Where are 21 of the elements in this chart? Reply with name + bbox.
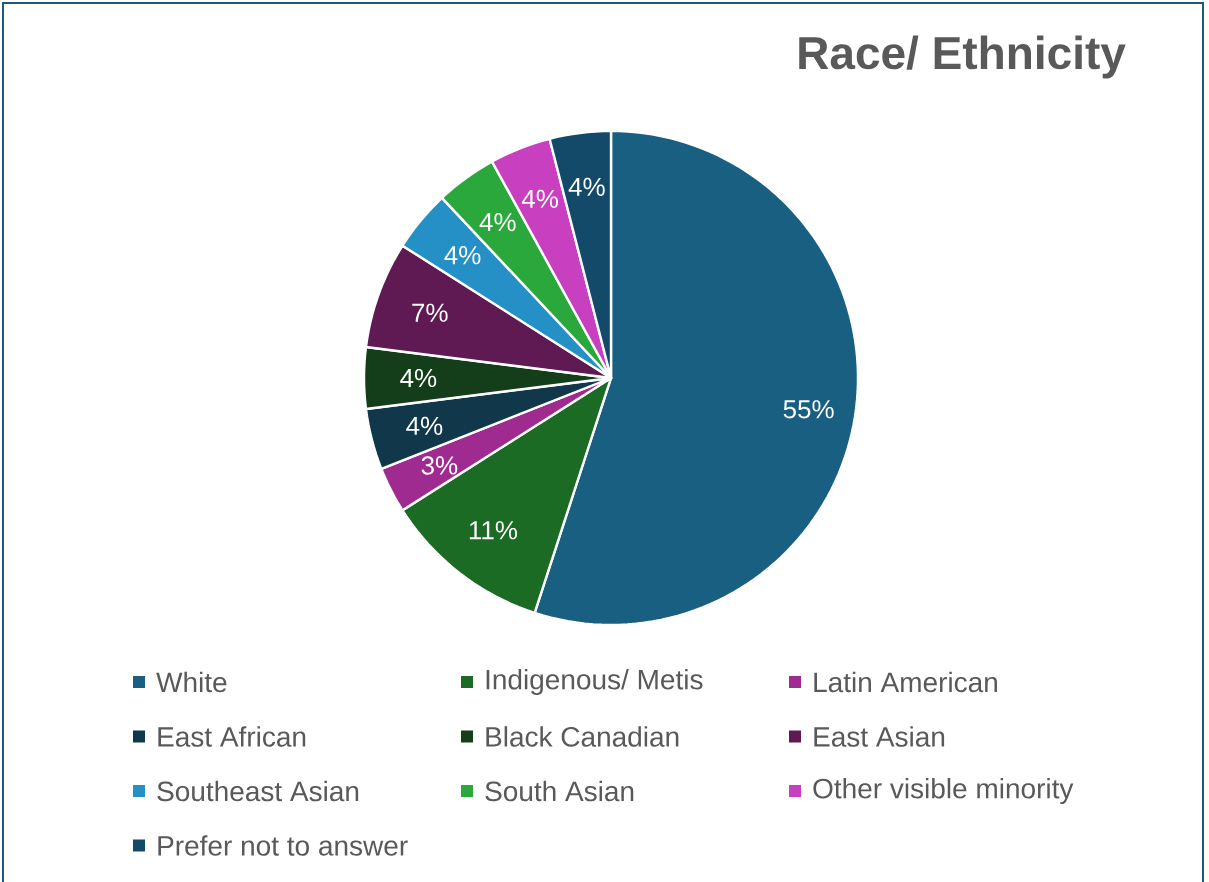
data-label: 55% — [783, 400, 834, 419]
data-label: 4% — [444, 246, 481, 265]
legend-label: Other visible minority — [813, 777, 1074, 805]
data-label: 4% — [406, 416, 443, 436]
data-label: 4% — [479, 213, 516, 232]
legend-label: White — [156, 671, 227, 693]
legend-label: East African — [158, 726, 306, 747]
data-label: 4% — [400, 368, 437, 388]
legend-label: Black Canadian — [486, 726, 679, 747]
legend-label: East Asian — [814, 726, 945, 747]
legend-label: Prefer not to answer — [158, 835, 408, 856]
legend-label: Indigenous/ Metis — [486, 668, 703, 696]
chart-title: Race/ Ethnicity — [799, 35, 1126, 79]
legend-label: Southeast Asian — [157, 780, 359, 802]
data-label: 7% — [412, 303, 448, 322]
data-label: 3% — [421, 456, 458, 475]
data-label: 11% — [469, 521, 518, 540]
legend-label: South Asian — [485, 780, 634, 802]
legend-label: Latin American — [814, 671, 997, 693]
data-label: 4% — [568, 177, 605, 196]
data-label: 4% — [521, 189, 558, 208]
